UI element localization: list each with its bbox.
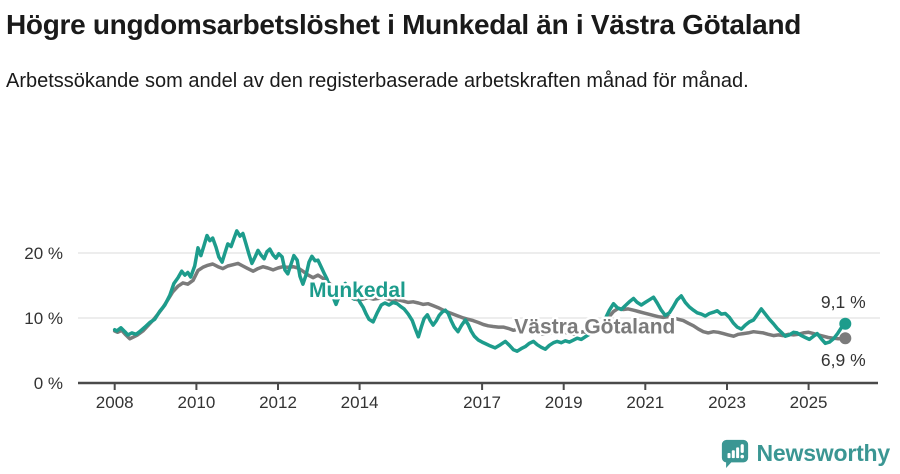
brand-name: Newsworthy <box>756 439 891 466</box>
unemployment-line-chart: 0 % 10 % 20 % 2008 2010 2012 2014 2017 2019 2021 2… <box>0 200 900 435</box>
x-tick-label: 2014 <box>341 393 379 412</box>
x-tick-label: 2023 <box>708 393 746 412</box>
page-title: Högre ungdomsarbetslöshet i Munkedal än … <box>6 9 802 40</box>
series-end-dot-vastra-gotaland <box>839 332 852 345</box>
newsworthy-logo-icon <box>720 438 750 468</box>
series-end-dot-munkedal <box>839 317 852 330</box>
end-value-label-munkedal: 9,1 % <box>821 292 866 312</box>
page-subtitle: Arbetssökande som andel av den registerb… <box>6 70 749 92</box>
y-tick-label: 20 % <box>24 244 63 263</box>
series-label-vastra-gotaland: Västra Götaland <box>514 316 675 339</box>
x-tick-label: 2021 <box>626 393 664 412</box>
y-tick-label: 10 % <box>24 309 63 328</box>
end-value-label-vastra-gotaland: 6,9 % <box>821 350 866 370</box>
x-tick-label: 2010 <box>177 393 215 412</box>
brand-footer: Newsworthy <box>720 438 890 468</box>
line-chart-canvas: 0 % 10 % 20 % 2008 2010 2012 2014 2017 2019 2021 2… <box>24 229 880 412</box>
x-tick-label: 2012 <box>259 393 297 412</box>
series-label-munkedal: Munkedal <box>309 279 406 302</box>
series-line-munkedal <box>112 229 848 353</box>
y-tick-label: 0 % <box>34 374 63 393</box>
x-tick-label: 2019 <box>545 393 583 412</box>
series-line-vastra-gotaland <box>112 261 848 341</box>
x-tick-label: 2008 <box>96 393 134 412</box>
x-tick-label: 2025 <box>790 393 828 412</box>
x-tick-label: 2017 <box>463 393 501 412</box>
